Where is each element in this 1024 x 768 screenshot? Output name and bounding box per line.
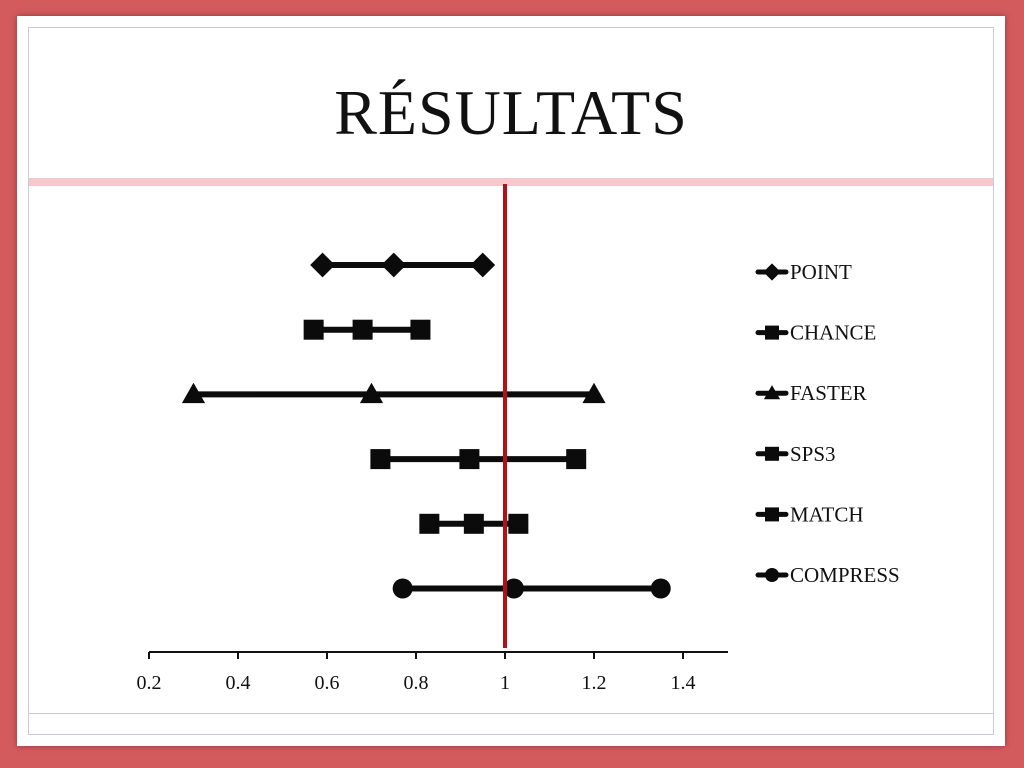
legend-label: SPS3 (790, 442, 836, 466)
legend-entry: FASTER (755, 381, 867, 405)
slide: RÉSULTATS (17, 16, 1005, 746)
x-tick-label: 1 (500, 672, 510, 694)
legend-entry: COMPRESS (755, 563, 900, 587)
x-tick-label: 0.6 (315, 672, 340, 694)
slide-frame (28, 27, 994, 735)
legend-entry: CHANCE (755, 321, 876, 345)
legend-label: POINT (790, 260, 852, 284)
legend-label: COMPRESS (790, 563, 900, 587)
data-point (410, 319, 431, 340)
plot-series (181, 252, 671, 599)
slide-title: RÉSULTATS (334, 77, 688, 148)
data-point (181, 382, 206, 404)
data-point (352, 319, 373, 340)
data-point (582, 382, 606, 404)
legend-entry: POINT (755, 260, 852, 284)
data-point (419, 513, 440, 534)
series-compress (392, 578, 671, 599)
x-tick-label: 0.2 (137, 672, 162, 694)
legend-marker (763, 385, 781, 400)
data-point (503, 578, 524, 599)
data-point (470, 252, 496, 278)
data-point (310, 252, 335, 278)
x-tick-label: 1.4 (671, 672, 696, 694)
data-point (381, 252, 407, 278)
legend-marker (765, 507, 779, 522)
data-point (370, 449, 391, 470)
x-tick-label: 0.8 (404, 672, 429, 694)
legend-label: FASTER (790, 381, 867, 405)
data-point (303, 319, 324, 340)
data-point (392, 578, 413, 599)
data-point (508, 513, 529, 534)
legend-marker (765, 325, 779, 340)
data-point (566, 449, 587, 470)
legend: POINT CHANCE FASTER SPS3 MATCH COMPRESS (755, 260, 900, 587)
legend-entry: SPS3 (755, 442, 836, 466)
x-axis: 0.2 0.4 0.6 0.8 1 1.2 1.4 (137, 651, 728, 694)
legend-marker (765, 446, 779, 461)
footer-divider (29, 713, 993, 714)
series-sps3 (370, 449, 587, 470)
legend-label: CHANCE (790, 321, 876, 345)
legend-marker (763, 263, 781, 281)
series-faster (181, 382, 606, 404)
legend-label: MATCH (790, 502, 864, 526)
legend-entry: MATCH (755, 502, 864, 526)
data-point (650, 578, 671, 599)
data-point (463, 513, 484, 534)
series-match (419, 513, 529, 534)
x-tick-label: 0.4 (226, 672, 251, 694)
series-chance (303, 319, 431, 340)
data-point (459, 449, 480, 470)
data-point (359, 382, 384, 404)
legend-marker (765, 568, 779, 582)
series-point (310, 252, 496, 278)
title-divider (29, 178, 993, 186)
x-tick-label: 1.2 (582, 672, 607, 694)
